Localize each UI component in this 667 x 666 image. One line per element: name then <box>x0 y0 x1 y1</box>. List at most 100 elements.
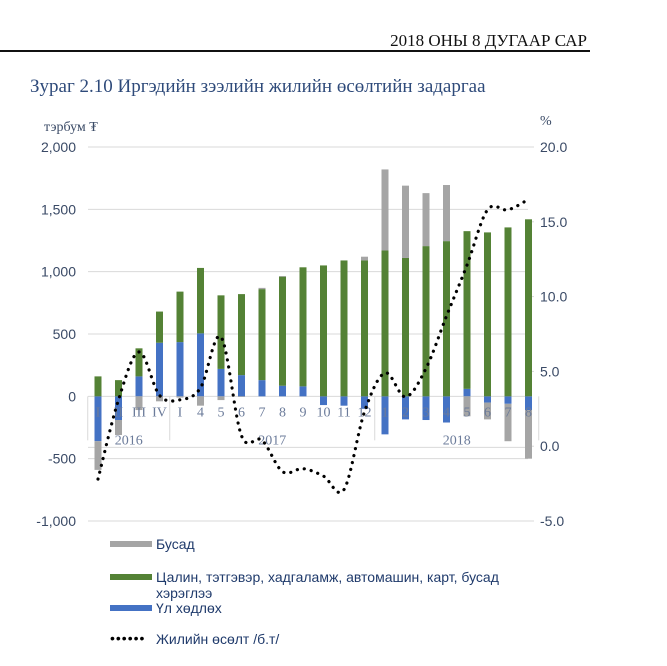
category-label: 4 <box>197 405 204 420</box>
y-tick-right: 5.0 <box>540 363 560 379</box>
bar-real-estate <box>402 396 409 420</box>
bar-consumer <box>94 376 102 397</box>
bar-other <box>197 396 204 406</box>
bar-other <box>279 276 286 277</box>
bar-real-estate <box>135 376 143 397</box>
header-rule <box>0 50 590 52</box>
bar-other <box>484 402 491 420</box>
bar-real-estate <box>258 380 266 397</box>
category-label: IV <box>152 405 167 420</box>
bar-other <box>463 396 471 417</box>
bar-other <box>176 396 184 398</box>
bar-consumer <box>176 291 184 343</box>
bar-other <box>525 410 532 459</box>
y-tick-left: 2,000 <box>41 139 76 155</box>
bar-real-estate <box>463 388 471 397</box>
legend-item-realestate: Үл хөдлөх <box>110 600 222 616</box>
group-label: 2017 <box>258 433 286 448</box>
bar-other <box>402 185 409 258</box>
page-header: 2018 ОНЫ 8 ДУГААР САР <box>390 31 587 50</box>
category-label: 2 <box>402 405 409 420</box>
bar-consumer <box>361 260 368 397</box>
bar-consumer <box>381 250 389 397</box>
left-axis-unit: тэрбум ₮ <box>44 120 98 135</box>
bar-consumer <box>258 289 266 381</box>
bar-real-estate <box>361 396 368 409</box>
bar-real-estate <box>156 342 163 397</box>
legend-swatch-consumer <box>110 574 152 580</box>
bar-real-estate <box>443 396 450 423</box>
category-label: I <box>178 405 183 420</box>
category-label: 10 <box>317 405 331 420</box>
bar-consumer <box>484 232 491 397</box>
bar-real-estate <box>422 396 430 421</box>
legend-label: Бусад <box>156 536 195 552</box>
bar-other <box>504 403 512 442</box>
y-tick-right: 20.0 <box>540 139 567 155</box>
y-tick-right: 0.0 <box>540 438 560 454</box>
bar-other <box>381 169 389 251</box>
category-label: I <box>96 405 101 420</box>
category-label: 4 <box>443 405 450 420</box>
bar-real-estate <box>299 386 307 397</box>
bar-other <box>258 287 266 290</box>
bar-consumer <box>504 227 512 397</box>
category-label: 9 <box>300 405 307 420</box>
category-label: 7 <box>505 405 512 420</box>
bar-consumer <box>463 231 471 389</box>
bar-other <box>94 441 102 470</box>
bar-real-estate <box>484 396 491 403</box>
category-label: 7 <box>259 405 266 420</box>
bar-consumer <box>156 311 163 343</box>
bar-other <box>217 396 225 401</box>
bar-other <box>238 396 245 397</box>
category-label: 3 <box>423 405 430 420</box>
bar-real-estate <box>94 396 102 442</box>
bar-real-estate <box>238 375 245 397</box>
bar-consumer <box>238 294 245 376</box>
y-tick-left: 1,500 <box>41 201 76 217</box>
bar-consumer <box>279 276 286 386</box>
bar-real-estate <box>525 396 532 411</box>
legend-swatch-busad <box>110 541 152 547</box>
bar-real-estate <box>176 342 184 397</box>
bar-other <box>156 396 163 402</box>
bar-consumer <box>340 260 348 397</box>
category-label: 11 <box>337 405 350 420</box>
figure-title: Зураг 2.10 Иргэдийн зээлийн жилийн өсөлт… <box>30 76 486 97</box>
bar-real-estate <box>381 396 389 435</box>
bar-real-estate <box>279 385 286 397</box>
bar-consumer <box>115 380 122 397</box>
y-tick-left: 0 <box>68 388 76 404</box>
bar-consumer <box>320 265 327 397</box>
legend-item-growth: •••••• Жилийн өсөлт /б.т/ <box>110 631 279 647</box>
bar-other <box>361 256 368 261</box>
bar-real-estate <box>115 396 122 421</box>
bar-real-estate <box>340 396 348 406</box>
bar-consumer <box>525 219 532 397</box>
legend-label: Цалин, тэтгэвэр, хадгаламж, автомашин, к… <box>156 569 499 601</box>
bar-other <box>115 420 122 435</box>
bar-consumer <box>197 267 204 334</box>
bar-other <box>135 396 143 411</box>
legend-dotted-line-icon: •••••• <box>110 630 146 646</box>
category-label: 8 <box>279 405 286 420</box>
bar-real-estate <box>504 396 512 404</box>
category-label: 5 <box>464 405 471 420</box>
bar-consumer <box>422 246 430 397</box>
legend-label: Жилийн өсөлт /б.т/ <box>156 631 280 647</box>
bar-real-estate <box>320 396 327 406</box>
bar-consumer <box>135 348 143 377</box>
bar-real-estate <box>197 333 204 397</box>
bar-consumer <box>402 257 409 397</box>
bar-real-estate <box>217 368 225 397</box>
y-tick-right: -5.0 <box>540 513 564 529</box>
legend-item-consumer: Цалин, тэтгэвэр, хадгаламж, автомашин, к… <box>110 569 540 601</box>
category-label: III <box>132 405 146 420</box>
y-tick-right: 10.0 <box>540 289 567 305</box>
y-tick-right: 15.0 <box>540 214 567 230</box>
legend-label: Үл хөдлөх <box>156 600 222 616</box>
y-tick-left: 1,000 <box>41 264 76 280</box>
y-tick-left: -500 <box>48 451 76 467</box>
category-label: 5 <box>218 405 225 420</box>
